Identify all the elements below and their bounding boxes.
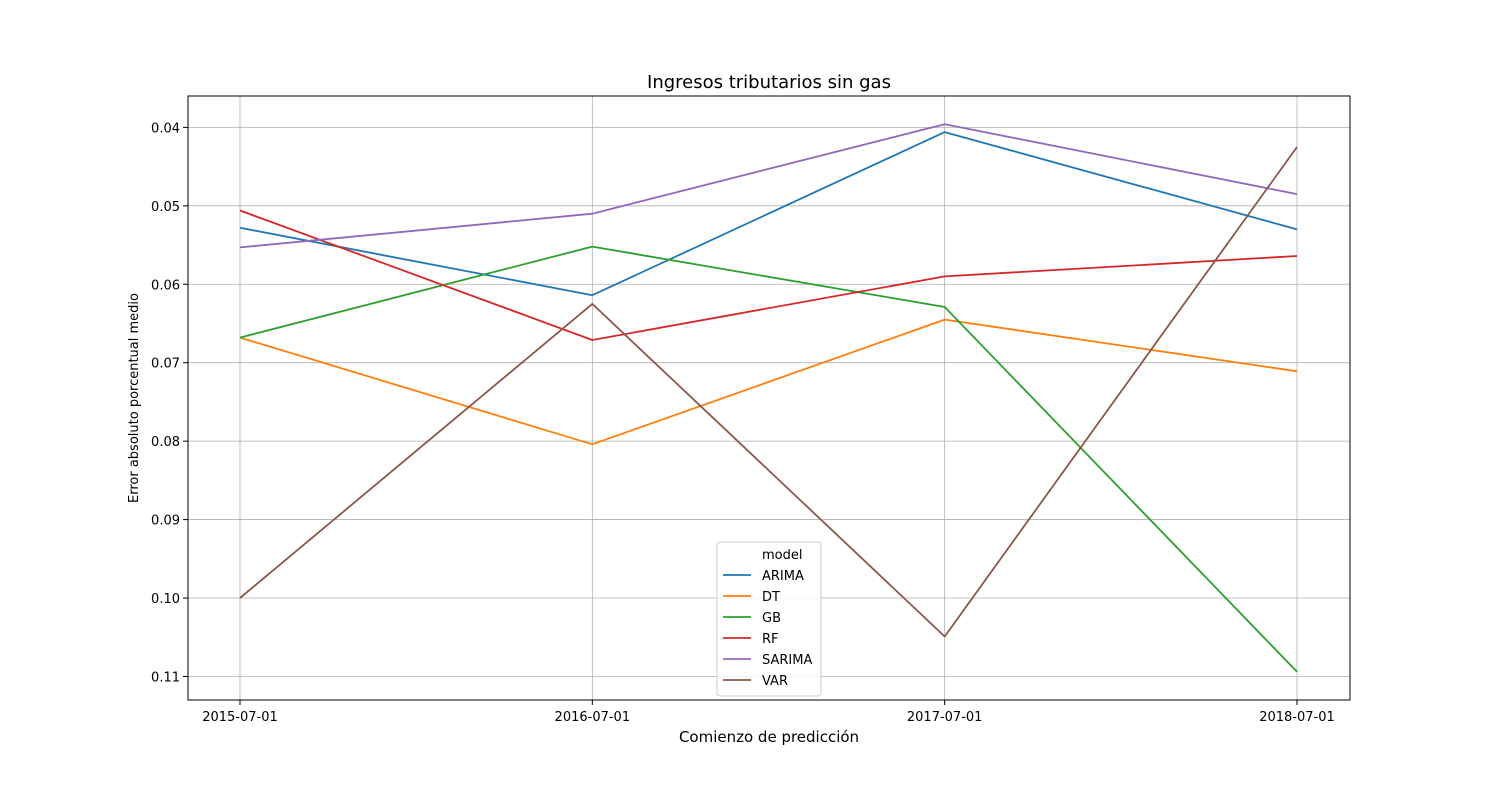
legend-label-dt: DT bbox=[762, 590, 780, 605]
chart-title: Ingresos tributarios sin gas bbox=[647, 72, 891, 93]
y-tick-label: 0.11 bbox=[151, 670, 180, 685]
y-tick-label: 0.09 bbox=[151, 514, 180, 529]
legend-label-gb: GB bbox=[762, 611, 781, 626]
series-line-sarima bbox=[239, 123, 1298, 249]
x-tick-label: 2018-07-01 bbox=[1259, 710, 1335, 725]
series-line-dt bbox=[239, 318, 1298, 446]
legend-label-var: VAR bbox=[762, 674, 788, 689]
y-tick-label: 0.08 bbox=[151, 435, 180, 450]
y-tick-label: 0.06 bbox=[151, 278, 180, 293]
x-tick-label: 2016-07-01 bbox=[555, 710, 631, 725]
series-line-rf bbox=[239, 209, 1298, 341]
axis-ticks: 2015-07-01 2016-07-01 2017-07-01 2018-07-01… bbox=[151, 121, 1335, 725]
gridlines bbox=[188, 96, 1350, 700]
x-axis-title: Comienzo de predicción bbox=[679, 728, 859, 746]
series-line-gb bbox=[239, 245, 1298, 673]
y-tick-label: 0.05 bbox=[151, 200, 180, 215]
legend-label-sarima: SARIMA bbox=[762, 653, 812, 668]
y-axis-title: Error absoluto porcentual medio bbox=[127, 293, 142, 503]
legend-label-rf: RF bbox=[762, 632, 779, 647]
series-line-var bbox=[239, 146, 1298, 638]
x-tick-label: 2015-07-01 bbox=[202, 710, 278, 725]
y-tick-label: 0.10 bbox=[151, 592, 180, 607]
legend-box bbox=[716, 541, 822, 697]
x-tick-label: 2017-07-01 bbox=[907, 710, 983, 725]
y-tick-label: 0.04 bbox=[151, 121, 180, 136]
legend-label-arima: ARIMA bbox=[762, 569, 804, 584]
legend-title: model bbox=[762, 548, 802, 563]
legend: model ARIMA DT GB RF SARIMA VAR bbox=[716, 541, 822, 697]
y-tick-label: 0.07 bbox=[151, 357, 180, 372]
series-lines bbox=[239, 123, 1298, 673]
series-line-arima bbox=[239, 131, 1298, 297]
plot-frame bbox=[187, 95, 1351, 701]
